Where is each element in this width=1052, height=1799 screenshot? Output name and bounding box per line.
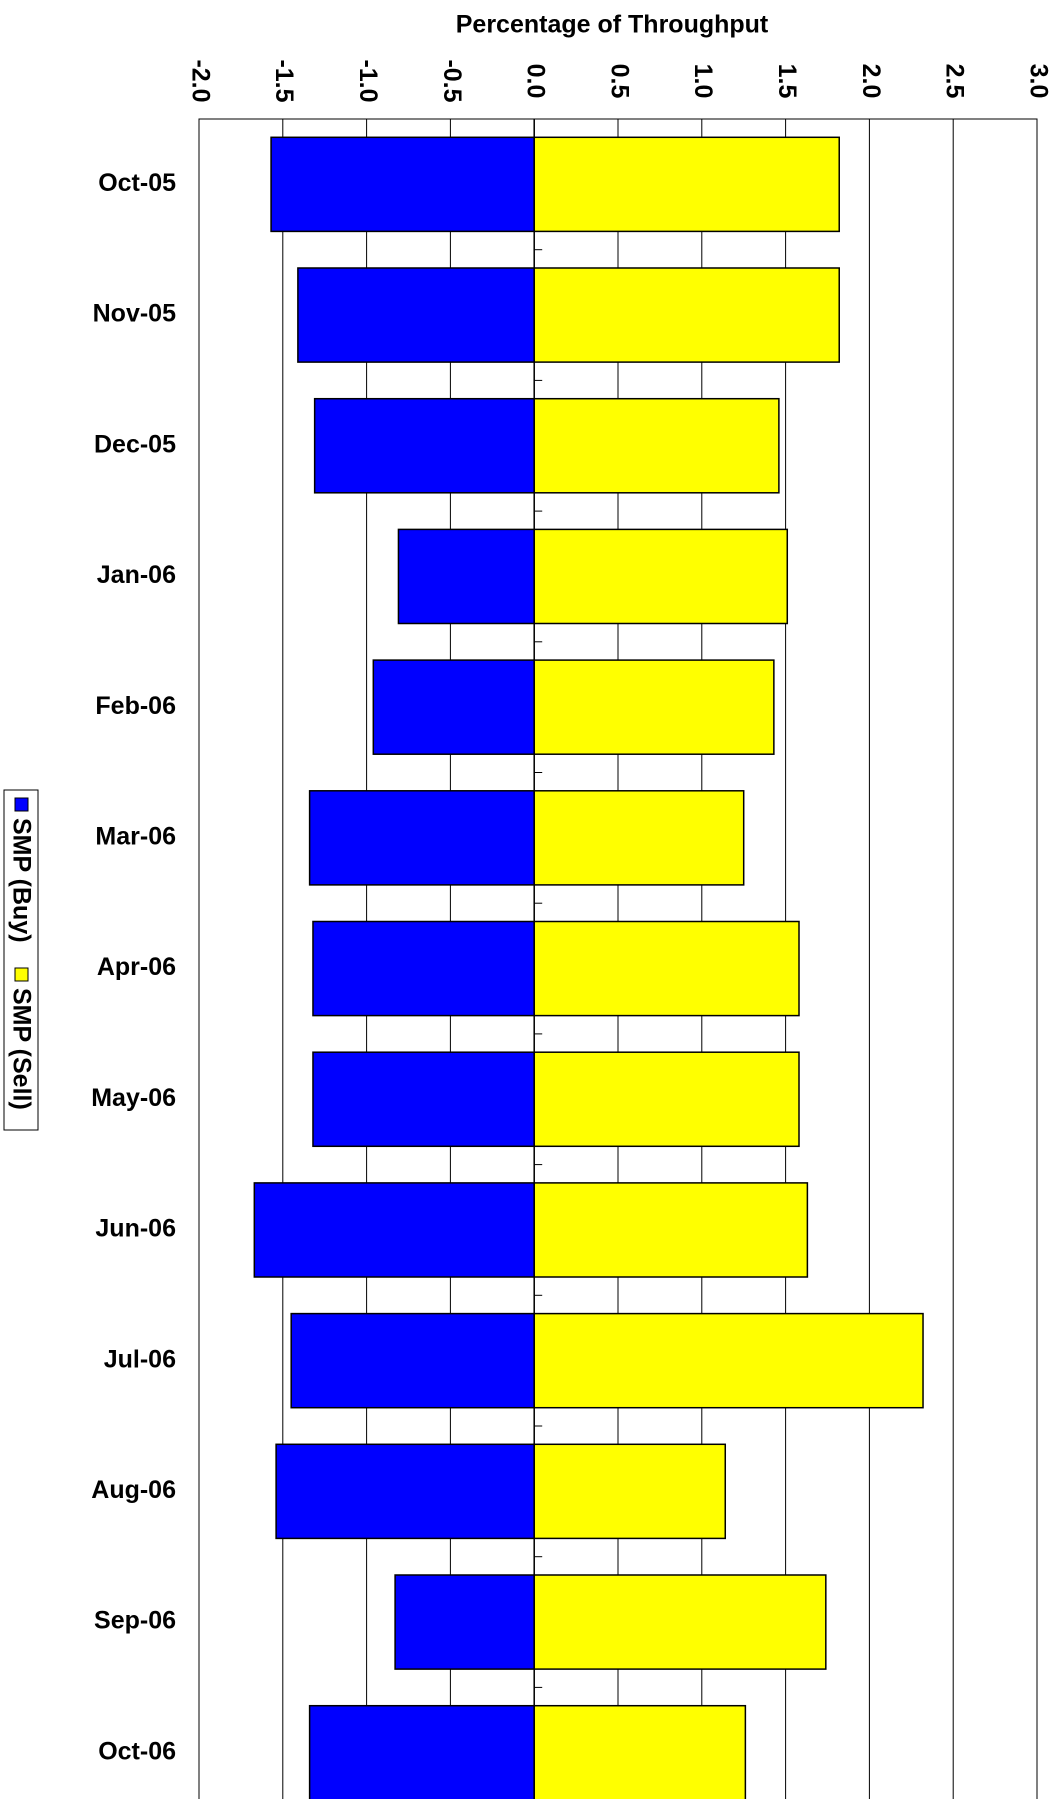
- y-tick-label: Jul-06: [104, 1345, 176, 1373]
- bar: [297, 267, 535, 363]
- bar: [313, 397, 535, 494]
- x-tick-label: 0.5: [605, 64, 633, 99]
- bar: [533, 1182, 809, 1278]
- y-tick-label: Nov-05: [93, 300, 176, 328]
- x-tick-label: 1.0: [689, 64, 717, 99]
- legend-label: SMP (Sell): [7, 988, 35, 1110]
- bar: [533, 397, 780, 494]
- legend-swatch: [14, 967, 29, 982]
- y-tick-label: May-06: [91, 1084, 176, 1112]
- x-tick-label: -0.5: [438, 59, 466, 102]
- x-tick-label: 1.5: [773, 64, 801, 99]
- bar: [308, 1704, 535, 1799]
- y-tick-label: Feb-06: [95, 692, 176, 720]
- y-tick-label: Oct-05: [98, 169, 176, 197]
- bar: [533, 659, 775, 755]
- y-tick-label: Apr-06: [97, 953, 176, 981]
- bar: [533, 1704, 747, 1799]
- legend: SMP (Buy) SMP (Sell): [3, 789, 39, 1131]
- bar: [533, 136, 840, 233]
- bar: [533, 1443, 727, 1540]
- bar: [533, 528, 789, 625]
- bar: [312, 1051, 535, 1148]
- legend-label: SMP (Buy): [7, 818, 35, 943]
- y-tick-label: Oct-06: [98, 1737, 176, 1765]
- bar: [533, 1574, 827, 1670]
- bar: [308, 790, 535, 886]
- legend-swatch: [14, 797, 29, 812]
- bar: [397, 528, 535, 625]
- y-tick-label: Dec-05: [94, 430, 176, 458]
- legend-box: [3, 789, 39, 1131]
- x-tick-label: 3.0: [1024, 64, 1052, 99]
- x-tick-label: 2.0: [857, 64, 885, 99]
- bar: [533, 267, 840, 363]
- x-tick-label: 2.5: [941, 64, 969, 99]
- x-tick-label: -1.0: [354, 59, 382, 102]
- bar: [394, 1574, 535, 1670]
- y-tick-label: Jun-06: [95, 1215, 176, 1243]
- x-tick-label: 0.0: [522, 64, 550, 99]
- y-tick-label: Sep-06: [94, 1607, 176, 1635]
- y-tick-label: Aug-06: [91, 1476, 176, 1504]
- bar: [312, 920, 535, 1017]
- x-tick-label: -2.0: [186, 59, 214, 102]
- bar: [253, 1182, 535, 1278]
- bar: [270, 136, 535, 233]
- chart-title: Percentage of Throughput: [456, 11, 769, 39]
- bar: [290, 1312, 535, 1409]
- x-tick-label: -1.5: [270, 59, 298, 102]
- bar: [372, 659, 535, 755]
- bar: [533, 920, 800, 1017]
- bar: [533, 1051, 800, 1148]
- bar: [533, 1312, 924, 1409]
- y-tick-label: Mar-06: [95, 822, 176, 850]
- y-tick-label: Jan-06: [97, 561, 176, 589]
- bar: [533, 790, 745, 886]
- bar: [275, 1443, 535, 1540]
